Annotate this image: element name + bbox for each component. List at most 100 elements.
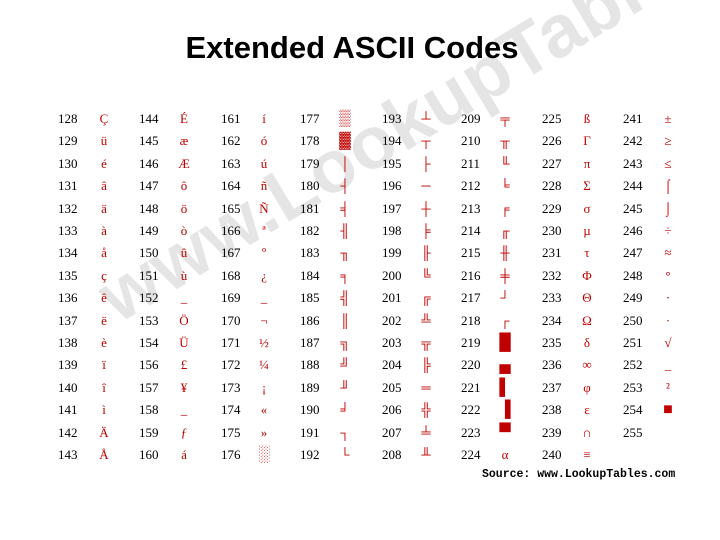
char-7-14 bbox=[659, 422, 677, 444]
char-7-0: ± bbox=[664, 111, 672, 126]
source-credit: Source: www.LookupTables.com bbox=[482, 468, 676, 481]
code-3-5: 182 bbox=[300, 223, 320, 238]
code-4-11: 204 bbox=[382, 357, 402, 373]
code-2-14: 175 bbox=[221, 424, 241, 440]
code-7-12: 253 bbox=[623, 379, 643, 395]
code-7-3: 244 bbox=[623, 178, 643, 194]
char-1-2: Æ bbox=[178, 155, 190, 171]
code-5-12: 221 bbox=[461, 379, 481, 395]
char-1-10: Ü bbox=[179, 335, 189, 350]
code-5-0: 209 bbox=[461, 111, 481, 126]
char-4-4: ┼ bbox=[421, 200, 431, 216]
code-0-4: 132 bbox=[58, 200, 78, 216]
char-1-5: ò bbox=[180, 223, 188, 238]
code-3-9: 186 bbox=[300, 312, 320, 328]
char-2-15: ░ bbox=[258, 446, 270, 463]
char-4-9: ╩ bbox=[421, 312, 431, 328]
code-3-2: 179 bbox=[300, 155, 320, 171]
code-4-4: 197 bbox=[382, 200, 402, 216]
code-0-8: 136 bbox=[58, 290, 78, 306]
char-2-12: ¡ bbox=[261, 379, 267, 395]
code-2-9: 170 bbox=[221, 312, 241, 328]
code-1-13: 158 bbox=[139, 402, 159, 418]
code-0-12: 140 bbox=[58, 379, 78, 395]
char-6-15: ≡ bbox=[583, 447, 591, 462]
char-2-6: º bbox=[261, 245, 267, 261]
code-4-9: 202 bbox=[382, 312, 402, 328]
char-4-2: ├ bbox=[421, 155, 431, 171]
char-6-13: ε bbox=[584, 402, 590, 418]
code-2-0: 161 bbox=[221, 111, 241, 126]
code-6-11: 236 bbox=[542, 357, 562, 373]
char-6-14: ∩ bbox=[582, 424, 592, 440]
char-4-7: ╚ bbox=[421, 267, 431, 283]
code-1-3: 147 bbox=[139, 178, 159, 194]
char-1-13: _ bbox=[180, 402, 188, 418]
code-2-1: 162 bbox=[221, 133, 241, 149]
code-5-13: 222 bbox=[461, 402, 481, 418]
char-1-9: Ö bbox=[179, 312, 189, 328]
char-3-10: ╗ bbox=[340, 335, 350, 350]
char-2-9: ¬ bbox=[260, 312, 268, 328]
char-6-5: µ bbox=[583, 223, 591, 238]
char-1-11: £ bbox=[180, 357, 188, 373]
char-7-9: · bbox=[665, 312, 671, 328]
char-6-12: φ bbox=[583, 379, 591, 395]
char-5-11: ▄ bbox=[499, 356, 511, 374]
char-3-2: │ bbox=[340, 155, 350, 171]
code-3-3: 180 bbox=[300, 178, 320, 194]
char-3-7: ╕ bbox=[340, 267, 350, 283]
char-7-13: ■ bbox=[663, 401, 673, 419]
char-6-1: Γ bbox=[583, 133, 591, 149]
code-2-12: 173 bbox=[221, 379, 241, 395]
code-7-13: 254 bbox=[623, 402, 643, 418]
code-3-11: 188 bbox=[300, 357, 320, 373]
char-3-8: ╣ bbox=[340, 290, 350, 306]
code-5-5: 214 bbox=[461, 223, 481, 238]
char-4-3: ─ bbox=[421, 178, 431, 194]
code-6-3: 228 bbox=[542, 178, 562, 194]
code-6-5: 230 bbox=[542, 223, 562, 238]
char-2-3: ñ bbox=[260, 178, 268, 194]
char-2-11: ¼ bbox=[259, 357, 269, 373]
char-3-3: ┤ bbox=[340, 178, 350, 194]
code-7-9: 250 bbox=[623, 312, 643, 328]
char-1-12: ¥ bbox=[180, 379, 188, 395]
char-5-9: ┌ bbox=[500, 312, 510, 328]
code-7-6: 247 bbox=[623, 245, 643, 261]
code-3-13: 190 bbox=[300, 402, 320, 418]
code-1-6: 150 bbox=[139, 245, 159, 261]
code-7-1: 242 bbox=[623, 133, 643, 149]
code-6-10: 235 bbox=[542, 335, 562, 350]
code-2-8: 169 bbox=[221, 290, 241, 306]
char-2-13: « bbox=[260, 402, 268, 418]
code-4-3: 196 bbox=[382, 178, 402, 194]
page-title: Extended ASCII Codes bbox=[185, 30, 519, 65]
char-5-2: ╙ bbox=[500, 155, 510, 171]
code-0-5: 133 bbox=[58, 223, 78, 238]
char-7-5: ÷ bbox=[664, 223, 672, 238]
code-5-2: 211 bbox=[461, 155, 481, 171]
code-0-15: 143 bbox=[58, 447, 78, 462]
char-0-0: Ç bbox=[99, 111, 109, 126]
char-6-2: π bbox=[583, 155, 591, 171]
code-2-5: 166 bbox=[221, 223, 241, 238]
char-4-0: ┴ bbox=[421, 111, 431, 126]
char-6-7: Φ bbox=[582, 267, 592, 283]
char-6-4: σ bbox=[583, 200, 591, 216]
code-0-11: 139 bbox=[58, 357, 78, 373]
char-1-8: _ bbox=[180, 290, 188, 306]
char-5-5: ╓ bbox=[500, 223, 510, 238]
char-6-9: Ω bbox=[582, 312, 592, 328]
code-0-7: 135 bbox=[58, 267, 78, 283]
char-1-3: ô bbox=[180, 178, 188, 194]
code-2-13: 174 bbox=[221, 402, 241, 418]
char-3-0: ▒ bbox=[339, 110, 351, 127]
char-4-15: ╨ bbox=[421, 447, 431, 462]
code-3-15: 192 bbox=[300, 447, 320, 462]
code-2-4: 165 bbox=[221, 200, 241, 216]
code-4-8: 201 bbox=[382, 290, 402, 306]
char-5-12: ▌ bbox=[499, 378, 511, 396]
char-6-10: δ bbox=[583, 335, 591, 350]
char-1-7: ù bbox=[180, 267, 188, 283]
